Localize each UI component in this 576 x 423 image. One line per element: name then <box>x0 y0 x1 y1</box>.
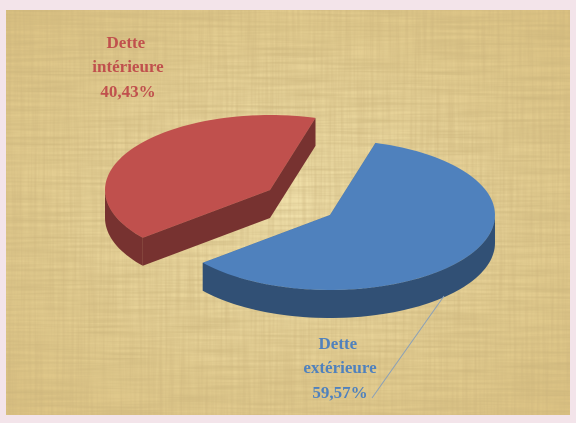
value-label: 59,57% <box>312 383 367 402</box>
slice-side <box>142 190 270 266</box>
slice-label: Dette extérieure <box>303 334 377 377</box>
slice-label: Dette intérieure <box>92 33 164 76</box>
leader-line <box>371 295 445 399</box>
slice <box>105 115 316 238</box>
value-label: 40,43% <box>100 82 155 101</box>
slice-wall <box>202 215 496 318</box>
slice <box>202 142 496 290</box>
slice-wall <box>105 190 143 266</box>
slice-side <box>270 117 316 218</box>
pie <box>105 115 496 318</box>
